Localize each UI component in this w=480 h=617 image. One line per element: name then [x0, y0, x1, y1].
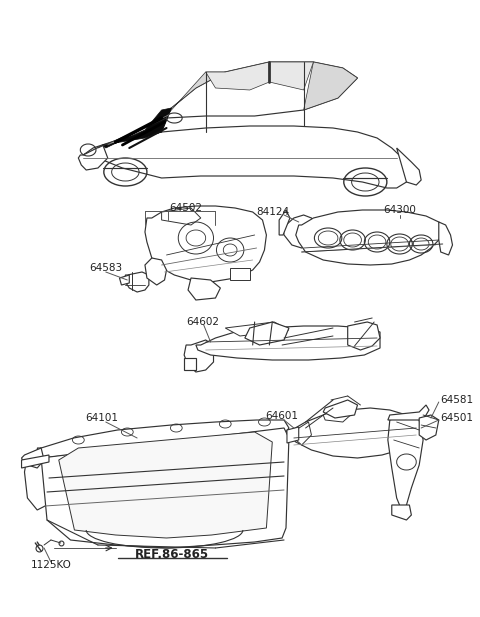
Text: 64583: 64583	[89, 263, 122, 273]
Polygon shape	[22, 455, 49, 468]
Polygon shape	[162, 208, 201, 225]
Polygon shape	[184, 358, 196, 370]
Polygon shape	[24, 448, 51, 510]
Polygon shape	[396, 148, 421, 185]
Text: 64601: 64601	[265, 411, 299, 421]
Polygon shape	[184, 340, 214, 372]
Polygon shape	[304, 62, 358, 110]
Polygon shape	[83, 108, 171, 155]
Text: 64300: 64300	[383, 205, 416, 215]
Polygon shape	[103, 108, 171, 148]
Polygon shape	[145, 206, 266, 282]
Polygon shape	[152, 72, 225, 132]
Polygon shape	[230, 268, 250, 280]
Polygon shape	[392, 505, 411, 520]
Polygon shape	[41, 428, 289, 548]
Polygon shape	[283, 215, 315, 248]
Text: 84124: 84124	[256, 207, 289, 217]
Polygon shape	[196, 326, 380, 360]
Text: REF.86-865: REF.86-865	[135, 549, 209, 561]
Polygon shape	[37, 420, 289, 458]
Polygon shape	[287, 427, 299, 443]
Text: 64101: 64101	[85, 413, 119, 423]
Polygon shape	[59, 432, 272, 538]
Polygon shape	[83, 126, 411, 188]
Text: 64602: 64602	[186, 317, 219, 327]
Polygon shape	[388, 405, 429, 420]
Polygon shape	[269, 62, 313, 90]
Text: 64581: 64581	[441, 395, 474, 405]
Polygon shape	[152, 62, 358, 132]
Polygon shape	[205, 62, 269, 90]
Polygon shape	[22, 448, 44, 468]
Polygon shape	[225, 322, 289, 336]
Polygon shape	[323, 400, 358, 418]
Polygon shape	[125, 272, 149, 292]
Polygon shape	[188, 278, 220, 300]
Polygon shape	[145, 258, 167, 285]
Polygon shape	[348, 322, 380, 350]
Polygon shape	[419, 415, 439, 440]
Text: 64502: 64502	[169, 203, 203, 213]
Polygon shape	[279, 210, 290, 235]
Polygon shape	[78, 145, 108, 170]
Polygon shape	[296, 210, 443, 265]
Text: 1125KO: 1125KO	[31, 560, 72, 570]
Polygon shape	[294, 422, 312, 445]
Polygon shape	[287, 408, 419, 458]
Polygon shape	[439, 222, 453, 255]
Polygon shape	[245, 322, 289, 345]
Polygon shape	[120, 275, 129, 285]
Polygon shape	[388, 415, 423, 510]
Polygon shape	[323, 408, 350, 422]
Text: 64501: 64501	[441, 413, 474, 423]
